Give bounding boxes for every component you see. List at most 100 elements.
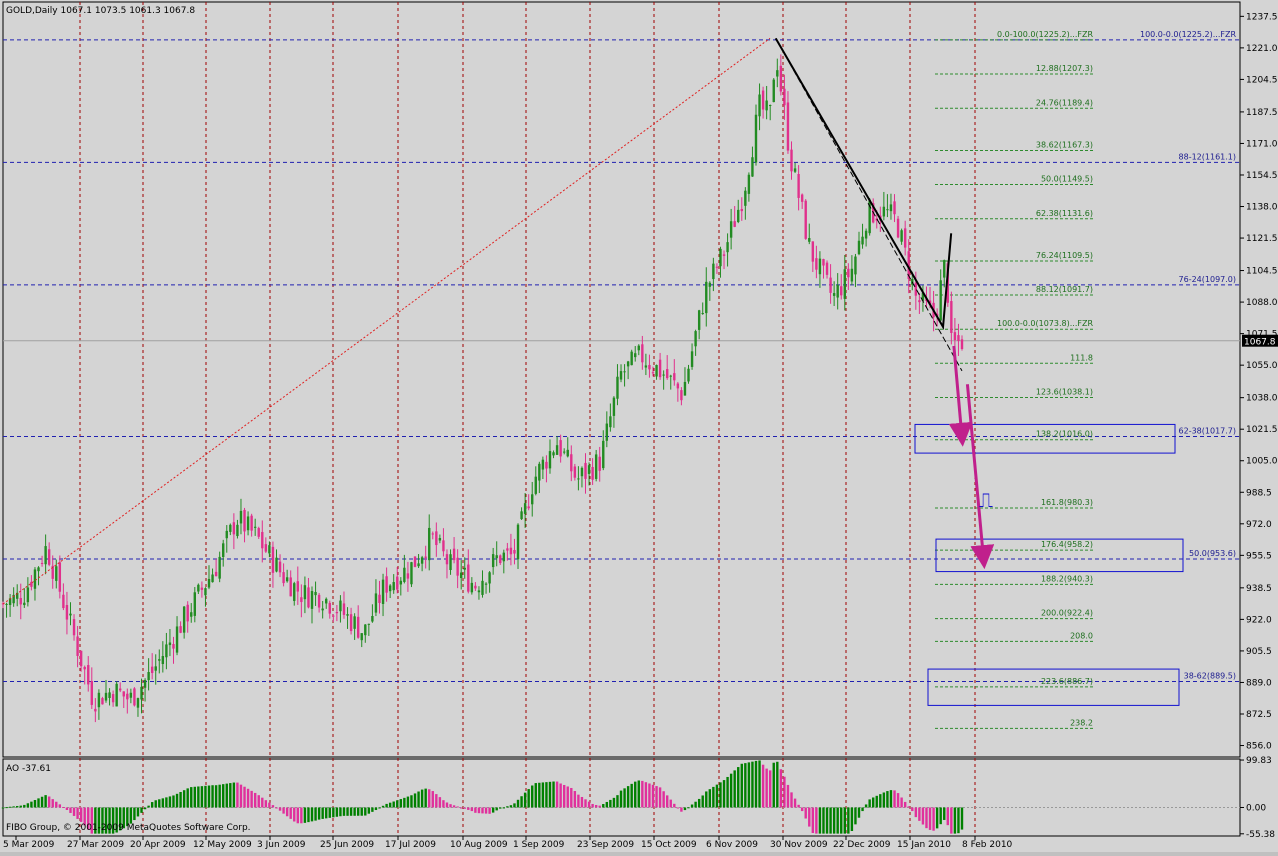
ao-bar xyxy=(729,773,733,808)
ao-bar xyxy=(680,807,683,812)
ao-bar xyxy=(722,780,726,808)
ao-bar xyxy=(442,800,445,808)
price-tick-label: 1187.5 xyxy=(1246,108,1278,118)
price-tick-label: 955.5 xyxy=(1246,551,1272,561)
pulse-marker-icon: ⎍ xyxy=(979,488,993,512)
ao-bar xyxy=(868,799,871,808)
candle-body xyxy=(119,688,122,691)
ao-bar xyxy=(499,807,502,809)
candle-body xyxy=(413,556,417,567)
ao-bar xyxy=(694,801,697,808)
candle-body xyxy=(65,605,69,620)
candle-body xyxy=(381,579,385,604)
candle-body xyxy=(168,642,172,646)
candle-body xyxy=(285,577,289,582)
candle-body xyxy=(115,683,118,707)
candle-body xyxy=(697,310,701,330)
candle-body xyxy=(197,584,200,592)
candle-body xyxy=(797,174,800,198)
ao-bar xyxy=(445,802,449,808)
ao-bar xyxy=(360,807,363,816)
ao-bar xyxy=(495,807,498,811)
candle-body xyxy=(200,587,204,590)
candle-body xyxy=(211,574,214,583)
candle-body xyxy=(5,603,8,605)
price-tick-label: 988.5 xyxy=(1246,488,1272,498)
candle-body xyxy=(193,592,196,616)
candle-body xyxy=(520,511,523,520)
candle-body xyxy=(140,686,143,700)
ao-bar xyxy=(396,800,399,808)
ao-bar xyxy=(744,763,747,808)
candle-body xyxy=(523,503,527,514)
candle-body xyxy=(502,552,506,562)
candle-body xyxy=(97,692,101,708)
candle-body xyxy=(143,680,147,688)
ao-bar xyxy=(658,787,662,808)
forecast-arrow-2 xyxy=(965,384,995,570)
price-tick-label: 1237.5 xyxy=(1246,12,1278,22)
ao-bar xyxy=(847,807,850,834)
candle-body xyxy=(378,594,381,604)
candle-body xyxy=(293,583,296,601)
fib-level-label: 208.0 xyxy=(1070,631,1093,640)
date-tick-label: 25 Jun 2009 xyxy=(320,840,374,850)
ao-bar xyxy=(69,807,72,813)
candle-body xyxy=(808,238,811,242)
candle-body xyxy=(847,268,850,278)
candle-body xyxy=(396,576,399,590)
candle-body xyxy=(562,451,566,453)
ao-bar xyxy=(619,790,623,808)
ao-bar xyxy=(776,761,779,808)
ao-bar xyxy=(438,797,442,808)
candle-body xyxy=(570,454,573,472)
ao-bar xyxy=(161,798,165,808)
target-box xyxy=(927,668,1180,706)
chart-title: GOLD,Daily 1067.1 1073.5 1061.3 1067.8 xyxy=(6,6,195,16)
candle-body xyxy=(268,545,271,554)
ao-bar xyxy=(126,807,129,827)
candle-body xyxy=(769,104,772,106)
candle-body xyxy=(800,194,804,202)
copyright-text: FIBO Group, © 2001-2009 MetaQuotes Softw… xyxy=(6,823,251,833)
ao-bar xyxy=(449,804,452,808)
candle-body xyxy=(612,397,616,416)
ao-bar xyxy=(328,807,331,818)
black-zigzag-line xyxy=(774,37,953,331)
candle-body xyxy=(296,581,300,592)
candle-body xyxy=(776,70,779,77)
ao-bar xyxy=(669,799,672,808)
ao-bar xyxy=(51,799,54,808)
candle-body xyxy=(541,459,545,470)
candle-body xyxy=(129,692,133,698)
ao-bar xyxy=(943,807,946,820)
candle-body xyxy=(122,691,125,697)
ao-bar xyxy=(385,803,388,808)
candle-body xyxy=(772,79,775,103)
ao-bar xyxy=(5,807,8,809)
candle-body xyxy=(534,476,537,494)
ao-bar xyxy=(225,783,228,808)
ao-bar xyxy=(616,795,619,808)
candle-body xyxy=(531,494,534,505)
candle-body xyxy=(644,365,648,368)
ao-bar xyxy=(815,807,818,834)
ao-bar xyxy=(534,783,537,808)
current-price-badge xyxy=(1242,334,1278,347)
ao-bar xyxy=(520,796,523,808)
ao-bar xyxy=(832,807,836,834)
candle-body xyxy=(900,230,903,242)
ao-bar xyxy=(872,797,875,808)
candle-body xyxy=(495,555,498,559)
ao-bar xyxy=(737,767,740,808)
candle-body xyxy=(214,571,218,577)
ao-bar xyxy=(97,807,101,834)
candle-body xyxy=(111,694,115,703)
candle-body xyxy=(26,587,30,603)
candle-body xyxy=(94,708,97,712)
candle-body xyxy=(463,567,466,570)
ao-bar xyxy=(818,807,822,834)
ao-bar xyxy=(857,807,861,818)
